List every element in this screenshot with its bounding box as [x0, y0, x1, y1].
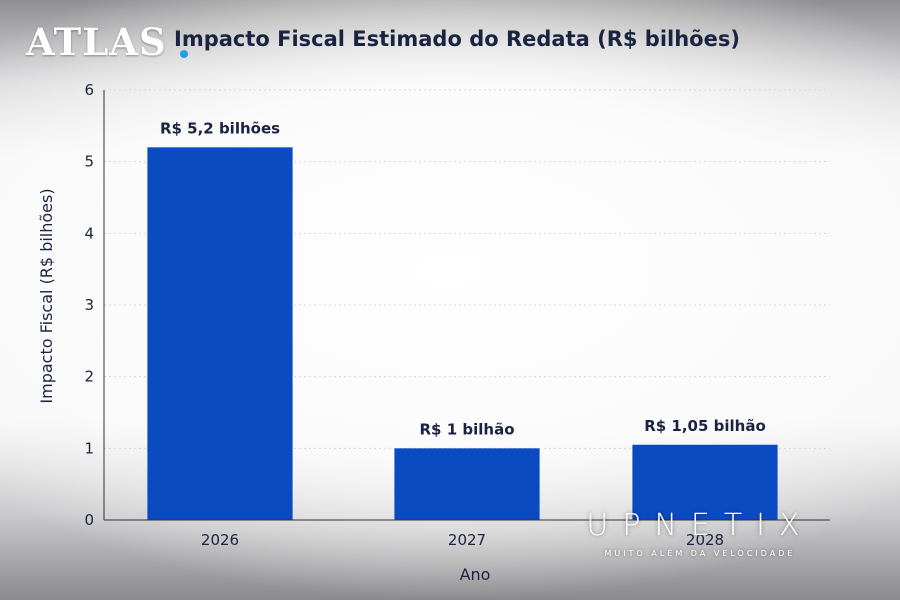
- data-label: R$ 1 bilhão: [420, 420, 515, 438]
- y-axis-ticks: 0 1 2 3 4 5 6: [84, 81, 94, 529]
- atlas-dot-icon: [180, 50, 188, 58]
- y-tick-label: 3: [84, 296, 94, 314]
- x-tick-label: 2028: [686, 531, 724, 549]
- y-tick-label: 1: [84, 439, 94, 457]
- brand-tagline: MUITO ALÉM DA VELOCIDADE: [604, 549, 796, 558]
- x-axis-ticks: 2026 2027 2028: [201, 531, 724, 549]
- x-tick-label: 2026: [201, 531, 239, 549]
- x-tick-label: 2027: [448, 531, 486, 549]
- bar: [632, 444, 778, 520]
- chart-title: Impacto Fiscal Estimado do Redata (R$ bi…: [174, 27, 740, 51]
- bar: [394, 448, 540, 520]
- y-axis-label: Impacto Fiscal (R$ bilhões): [37, 188, 56, 403]
- y-tick-label: 6: [84, 81, 94, 99]
- y-tick-label: 4: [84, 224, 94, 242]
- data-labels: R$ 5,2 bilhões R$ 1 bilhão R$ 1,05 bilhão: [160, 119, 766, 438]
- data-label: R$ 5,2 bilhões: [160, 119, 280, 137]
- brand-name: UPNETIX: [586, 508, 814, 543]
- y-tick-label: 0: [84, 511, 94, 529]
- bar: [147, 147, 293, 521]
- brand-watermark: UPNETIX MUITO ALÉM DA VELOCIDADE: [560, 508, 840, 558]
- y-tick-label: 5: [84, 153, 94, 171]
- atlas-watermark: ATLAS: [26, 20, 167, 64]
- bars: [147, 147, 778, 521]
- data-label: R$ 1,05 bilhão: [644, 417, 766, 435]
- y-tick-label: 2: [84, 368, 94, 386]
- x-axis-label: Ano: [460, 565, 491, 584]
